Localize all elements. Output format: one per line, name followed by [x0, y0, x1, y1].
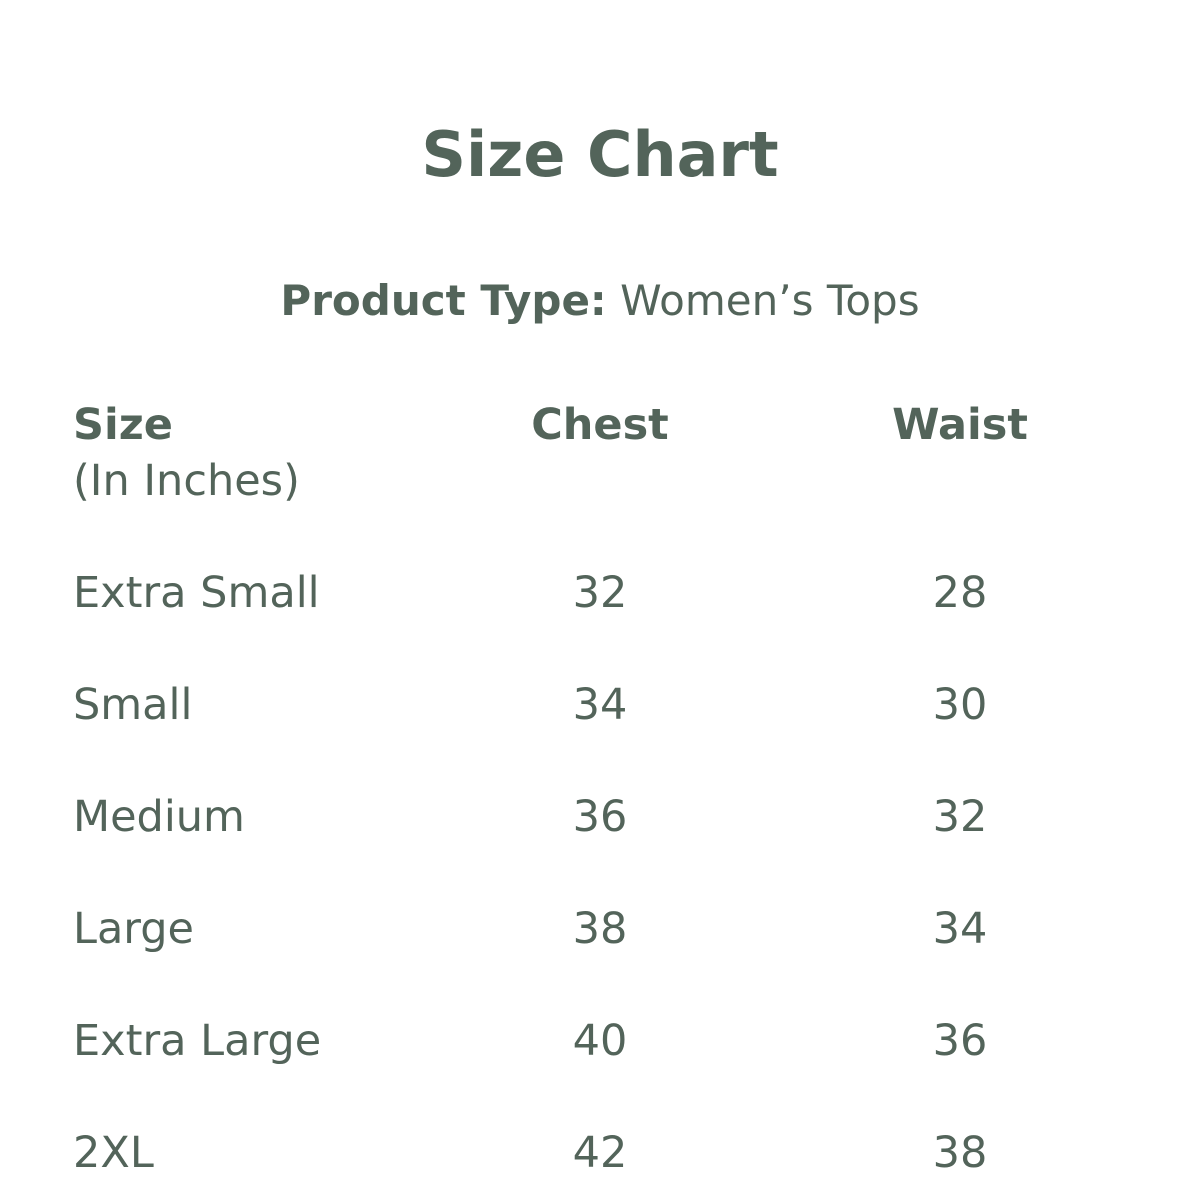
table-cell-size: Large	[73, 904, 194, 954]
table-cell-chest: 38	[572, 904, 628, 954]
table-cell-waist: 36	[932, 1016, 988, 1066]
table-cell-chest: 42	[572, 1128, 628, 1178]
table-cell-waist: 38	[932, 1128, 988, 1178]
table-cell-size: Medium	[73, 792, 245, 842]
table-cell-chest: 32	[572, 568, 628, 618]
table-cell-waist: 30	[932, 680, 988, 730]
header-waist: Waist	[892, 400, 1028, 450]
table-cell-waist: 28	[932, 568, 988, 618]
table-cell-waist: 34	[932, 904, 988, 954]
table-cell-size: Extra Large	[73, 1016, 322, 1066]
header-chest: Chest	[531, 400, 669, 450]
table-cell-size: Extra Small	[73, 568, 320, 618]
header-size-unit: (In Inches)	[73, 456, 300, 506]
table-cell-waist: 32	[932, 792, 988, 842]
table-cell-chest: 36	[572, 792, 628, 842]
table-cell-size: Small	[73, 680, 193, 730]
product-type-value: Women’s Tops	[620, 276, 920, 325]
product-type: Product Type: Women’s Tops	[0, 276, 1200, 325]
product-type-label: Product Type:	[280, 276, 607, 325]
table-cell-size: 2XL	[73, 1128, 154, 1178]
page-title: Size Chart	[421, 118, 779, 191]
header-size: Size	[73, 400, 173, 450]
table-cell-chest: 40	[572, 1016, 628, 1066]
table-cell-chest: 34	[572, 680, 628, 730]
